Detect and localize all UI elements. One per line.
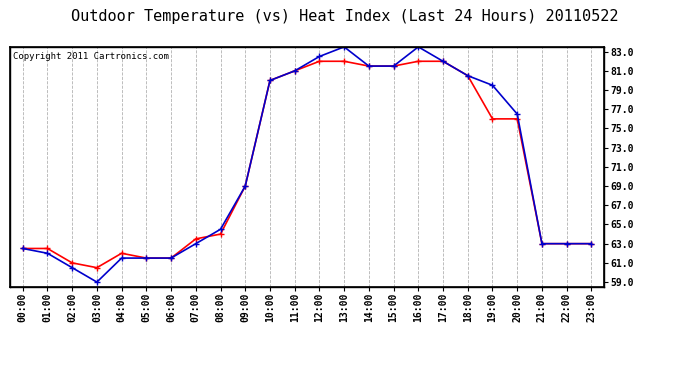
Text: Outdoor Temperature (vs) Heat Index (Last 24 Hours) 20110522: Outdoor Temperature (vs) Heat Index (Las… <box>71 9 619 24</box>
Text: Copyright 2011 Cartronics.com: Copyright 2011 Cartronics.com <box>13 52 169 61</box>
